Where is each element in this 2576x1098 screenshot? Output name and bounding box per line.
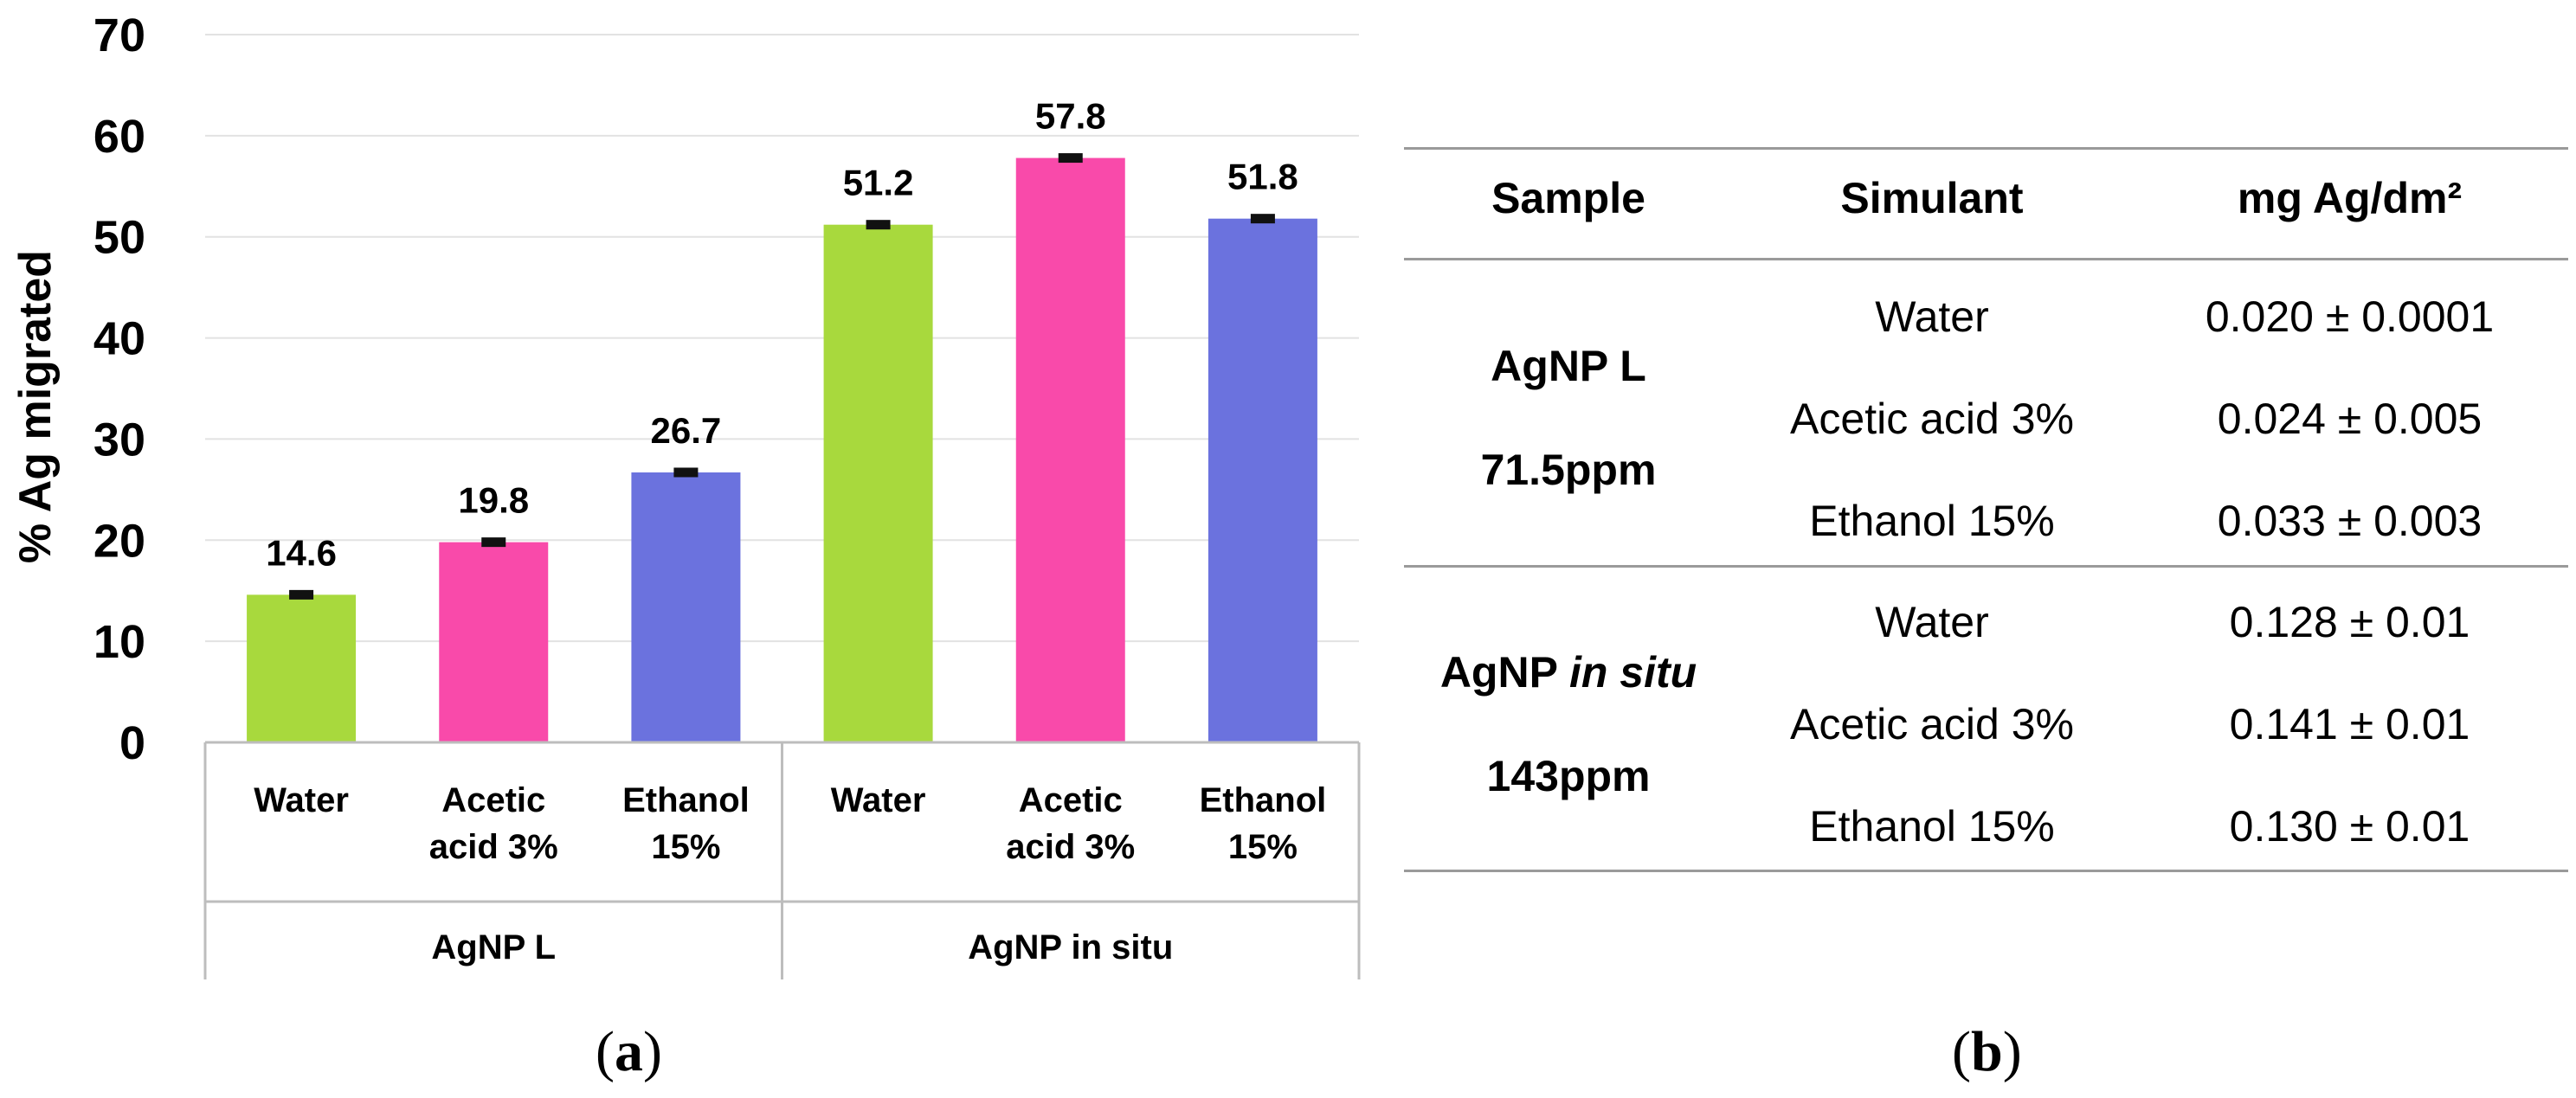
- y-tick-label: 30: [93, 414, 145, 466]
- value-cell: 0.128 ± 0.01: [2229, 598, 2470, 646]
- simulant-cell: Acetic acid 3%: [1790, 700, 2074, 748]
- value-cell: 0.130 ± 0.01: [2229, 802, 2470, 851]
- bar: [439, 542, 549, 742]
- panel-label-b: (b): [1952, 1020, 2022, 1083]
- x-tick-label: acid 3%: [429, 828, 558, 866]
- sample-2-name: AgNP in situ: [1404, 621, 1733, 723]
- x-tick-label: Water: [831, 781, 926, 819]
- simulant-cell: Ethanol 15%: [1809, 497, 2055, 545]
- y-tick-label: 60: [93, 111, 145, 163]
- table-row: Water 0.128 ± 0.01: [1404, 571, 2568, 673]
- x-tick-label: Acetic: [441, 781, 545, 819]
- header-value: mg Ag/dm²: [2237, 174, 2463, 222]
- data-label: 19.8: [458, 480, 529, 521]
- group-label: AgNP L: [431, 928, 556, 966]
- data-label: 51.8: [1227, 157, 1298, 197]
- value-cell: 0.033 ± 0.003: [2217, 497, 2483, 545]
- data-label: 26.7: [651, 410, 722, 451]
- value-cell: 0.024 ± 0.005: [2217, 395, 2483, 443]
- table-row: Ethanol 15% 0.130 ± 0.01: [1404, 775, 2568, 877]
- header-sample: Sample: [1491, 174, 1645, 222]
- y-tick-label: 70: [93, 10, 145, 61]
- x-tick-label: acid 3%: [1006, 828, 1135, 866]
- y-axis-label: % Ag migrated: [10, 250, 61, 563]
- x-tick-label: Acetic: [1019, 781, 1123, 819]
- x-tick-label: 15%: [651, 828, 720, 866]
- table-group-rule: [1404, 565, 2568, 568]
- panel-label-a: (a): [596, 1020, 662, 1083]
- error-bar: [481, 537, 506, 548]
- data-label: 57.8: [1035, 96, 1106, 137]
- bar-series: 14.6 19.8 26.7 51.2 57.8 51.8: [247, 96, 1317, 743]
- table-row: Acetic acid 3% 0.141 ± 0.01: [1404, 673, 2568, 775]
- table-row: Water 0.020 ± 0.0001: [1404, 266, 2568, 368]
- table-bottom-rule: [1404, 870, 2568, 872]
- simulant-cell: Water: [1875, 598, 1989, 646]
- y-axis-ticks: 0 10 20 30 40 50 60 70: [93, 10, 145, 769]
- table-row: Ethanol 15% 0.033 ± 0.003: [1404, 470, 2568, 572]
- bar: [247, 594, 357, 742]
- error-bar: [866, 220, 891, 230]
- sample-2-name-text: AgNP: [1439, 648, 1569, 697]
- error-bar: [1250, 214, 1275, 224]
- table-header-rule: [1404, 258, 2568, 260]
- error-bar: [289, 589, 314, 600]
- chart-grid: [205, 34, 1359, 643]
- y-tick-label: 10: [93, 616, 145, 668]
- data-label: 14.6: [266, 532, 337, 573]
- bar-chart: 0 10 20 30 40 50 60 70 % Ag migrated 14.6 19.8 26…: [10, 10, 1361, 979]
- y-tick-label: 0: [119, 717, 145, 769]
- value-cell: 0.141 ± 0.01: [2229, 700, 2470, 748]
- x-tick-label: Water: [254, 781, 349, 819]
- bar: [1208, 218, 1317, 742]
- sample-2-name-italic: in situ: [1568, 648, 1697, 697]
- header-simulant: Simulant: [1840, 174, 2024, 222]
- value-cell: 0.020 ± 0.0001: [2205, 292, 2495, 341]
- error-bar: [1058, 153, 1083, 164]
- bar: [631, 472, 741, 742]
- table-top-rule: [1404, 147, 2568, 150]
- sample-1-name: AgNP L: [1491, 342, 1646, 390]
- y-tick-label: 20: [93, 515, 145, 567]
- sample-2-concentration: 143ppm: [1486, 752, 1651, 800]
- bar: [1015, 157, 1125, 742]
- simulant-cell: Water: [1875, 292, 1989, 341]
- x-tick-label: Ethanol: [1200, 781, 1327, 819]
- simulant-cell: Acetic acid 3%: [1790, 395, 2074, 443]
- x-tick-label: 15%: [1228, 828, 1298, 866]
- simulant-cell: Ethanol 15%: [1809, 802, 2055, 851]
- sample-1-concentration: 71.5ppm: [1480, 446, 1657, 494]
- y-tick-label: 50: [93, 212, 145, 264]
- y-tick-label: 40: [93, 313, 145, 365]
- data-label: 51.2: [843, 163, 914, 203]
- table-row: Acetic acid 3% 0.024 ± 0.005: [1404, 368, 2568, 470]
- x-tick-label: Ethanol: [622, 781, 750, 819]
- bar: [823, 224, 933, 743]
- table-header-row: Sample Simulant mg Ag/dm²: [1404, 147, 2568, 249]
- group-label: AgNP in situ: [968, 928, 1173, 966]
- error-bar: [673, 467, 699, 478]
- x-axis: Water Acetic acid 3% Ethanol 15% AgNP L Water A…: [203, 741, 1361, 979]
